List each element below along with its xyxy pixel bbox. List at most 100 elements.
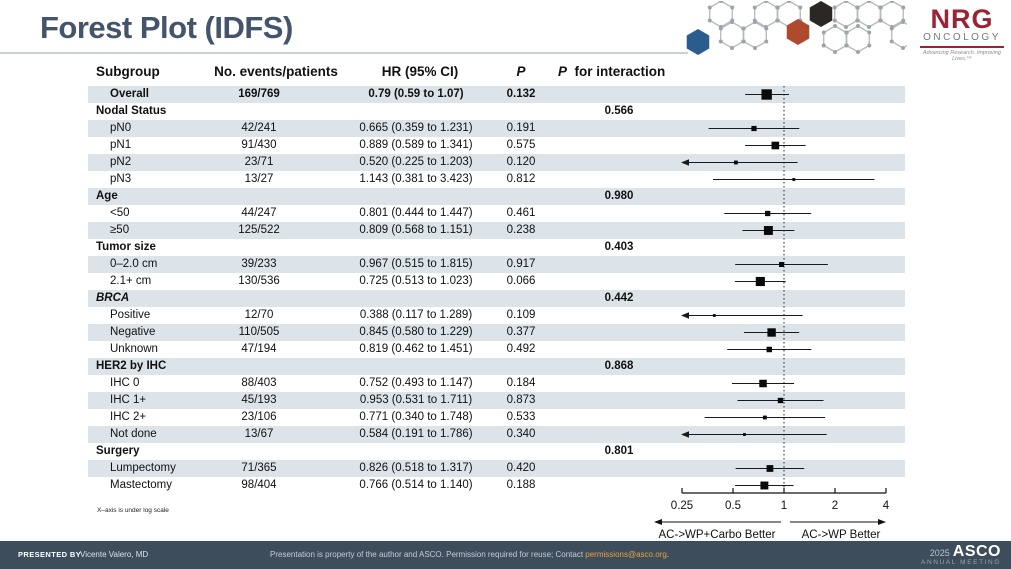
- table-row: pN0 42/241 0.665 (0.359 to 1.231) 0.191: [88, 120, 905, 137]
- honeycomb-node: [832, 18, 837, 23]
- honeycomb-hexagon: [720, 21, 744, 49]
- column-header-p: P: [516, 64, 526, 79]
- hr-ci-value: 0.584 (0.191 to 1.786): [359, 428, 473, 440]
- honeycomb-node: [753, 20, 757, 24]
- p-value: 0.533: [506, 411, 536, 423]
- events-value: 98/404: [241, 479, 277, 491]
- subgroup-label: Surgery: [96, 445, 140, 457]
- honeycomb-node: [844, 30, 849, 35]
- asco-logo: 2025 ASCO ANNUAL MEETING: [921, 543, 1001, 567]
- honeycomb-node: [798, 5, 803, 10]
- asco-year: 2025: [929, 548, 950, 558]
- honeycomb-hexagon: [834, 1, 858, 28]
- x-axis-tick-label: 0.5: [725, 500, 741, 512]
- nrg-logo-rule: [920, 46, 1004, 48]
- subgroup-label: pN0: [110, 122, 132, 134]
- hr-marker: [742, 433, 746, 436]
- x-axis-tick-label: 4: [883, 500, 890, 512]
- table-row: Surgery 0.801: [88, 443, 905, 460]
- honeycomb-node: [844, 25, 848, 29]
- honeycomb-node: [867, 1, 871, 3]
- asco-name: ASCO: [952, 543, 1001, 560]
- events-value: 12/70: [244, 309, 274, 321]
- honeycomb-node: [856, 50, 860, 54]
- table-row: Mastectomy 98/404 0.766 (0.514 to 1.140) 0.…: [88, 477, 905, 494]
- honeycomb-node: [889, 39, 894, 44]
- hr-ci-value: 1.143 (0.381 to 3.423): [359, 173, 473, 185]
- honeycomb-node: [855, 5, 860, 10]
- events-value: 71/365: [241, 462, 277, 474]
- subgroup-label: Age: [96, 190, 118, 202]
- honeycomb-hexagon: [823, 25, 847, 53]
- ci-clip-arrow: [681, 312, 689, 319]
- table-row: pN3 13/27 1.143 (0.381 to 3.423) 0.812: [88, 171, 905, 188]
- events-value: 44/247: [241, 207, 277, 219]
- events-value: 23/106: [241, 411, 277, 423]
- p-value: 0.461: [506, 207, 536, 219]
- hr-ci-value: 0.826 (0.518 to 1.317): [359, 462, 473, 474]
- ci-clip-arrow: [681, 159, 689, 166]
- honeycomb-node: [901, 46, 905, 50]
- subgroup-label: Nodal Status: [96, 105, 167, 117]
- table-row: Age 0.980: [88, 188, 905, 205]
- honeycomb-node: [833, 50, 837, 54]
- table-row: 2.1+ cm 130/536 0.725 (0.513 to 1.023) 0.06…: [88, 273, 905, 290]
- hr-marker: [777, 397, 784, 404]
- p-value: 0.420: [506, 462, 536, 474]
- honeycomb-node: [890, 1, 894, 3]
- title-rule: [0, 52, 688, 54]
- honeycomb-node: [753, 46, 757, 50]
- p-value: 0.873: [506, 394, 536, 406]
- honeycomb-node: [730, 5, 735, 10]
- table-row: Not done 13/67 0.584 (0.191 to 1.786) 0.340: [88, 426, 905, 443]
- table-row: pN2 23/71 0.520 (0.225 to 1.203) 0.120: [88, 154, 905, 171]
- table-row: Nodal Status 0.566: [88, 103, 905, 120]
- honeycomb-node: [707, 18, 712, 23]
- hr-ci-value: 0.967 (0.515 to 1.815): [359, 258, 473, 270]
- subgroup-label: 2.1+ cm: [110, 275, 152, 287]
- honeycomb-node: [878, 18, 883, 23]
- hr-marker: [766, 465, 774, 472]
- honeycomb-node: [844, 1, 848, 3]
- p-value: 0.492: [506, 343, 536, 355]
- permissions-email-link[interactable]: permissions@asco.org: [585, 549, 667, 559]
- hr-ci-value: 0.79 (0.59 to 1.07): [368, 88, 464, 100]
- column-header-events: No. events/patients: [214, 64, 338, 79]
- honeycomb-node: [707, 5, 712, 10]
- presenter-name: Vicente Valero, MD: [80, 549, 149, 559]
- table-row: <50 44/247 0.801 (0.444 to 1.447) 0.461: [88, 205, 905, 222]
- footer-bar: PRESENTED BY Vicente Valero, MD Presenta…: [0, 541, 1011, 569]
- subgroup-label: Unknown: [110, 343, 158, 355]
- p-interaction-value: 0.566: [604, 105, 634, 117]
- honeycomb-graphic: [686, 1, 907, 55]
- honeycomb-node: [775, 5, 780, 10]
- honeycomb-hexagon-blue: [686, 29, 710, 55]
- honeycomb-node: [718, 39, 723, 44]
- honeycomb-node: [901, 20, 905, 24]
- hr-marker: [763, 226, 773, 235]
- table-header: Subgroup No. events/patients HR (95% CI)…: [0, 64, 1011, 82]
- hr-ci-value: 0.725 (0.513 to 1.023): [359, 275, 473, 287]
- honeycomb-node: [741, 39, 746, 44]
- p-value: 0.132: [506, 88, 536, 100]
- hr-marker: [712, 314, 716, 317]
- events-value: 91/430: [241, 139, 277, 151]
- hr-marker: [755, 276, 765, 287]
- p-value: 0.377: [506, 326, 536, 338]
- right-arrowhead: [878, 519, 886, 525]
- hr-marker: [771, 141, 780, 150]
- subgroup-label: IHC 1+: [110, 394, 147, 406]
- hr-ci-value: 0.819 (0.462 to 1.451): [359, 343, 473, 355]
- asco-meeting-text: ANNUAL MEETING: [921, 559, 1001, 566]
- honeycomb-hexagon-red: [786, 19, 810, 45]
- p-interaction-value: 0.403: [604, 241, 634, 253]
- events-value: 45/193: [241, 394, 277, 406]
- hr-ci-value: 0.809 (0.568 to 1.151): [359, 224, 473, 236]
- honeycomb-node: [901, 5, 906, 10]
- table-row: IHC 2+ 23/106 0.771 (0.340 to 1.748) 0.533: [88, 409, 905, 426]
- events-value: 42/241: [241, 122, 277, 134]
- events-value: 13/67: [244, 428, 274, 440]
- p-value: 0.575: [506, 139, 536, 151]
- events-value: 23/71: [244, 156, 274, 168]
